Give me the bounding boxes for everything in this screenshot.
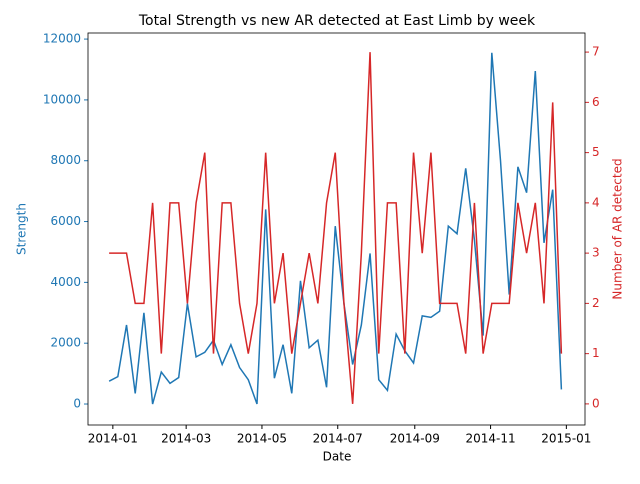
series-line bbox=[108, 52, 563, 405]
y2-tick-label: 2 bbox=[592, 296, 600, 310]
series-line bbox=[109, 52, 563, 404]
y2-tick-label: 1 bbox=[592, 346, 600, 360]
x-tick-label: 2014-01 bbox=[88, 432, 138, 446]
y-tick-label: 6000 bbox=[50, 214, 81, 228]
x-tick-label: 2014-03 bbox=[161, 432, 211, 446]
y2-tick-label: 6 bbox=[592, 95, 600, 109]
y2-tick-label: 0 bbox=[592, 396, 600, 410]
y-axis-label: Strength bbox=[15, 203, 29, 255]
y2-tick-label: 7 bbox=[592, 45, 600, 59]
y2-tick-label: 5 bbox=[592, 145, 600, 159]
y-tick-label: 10000 bbox=[43, 92, 81, 106]
x-axis-label: Date bbox=[323, 450, 352, 464]
y-tick-label: 4000 bbox=[50, 275, 81, 289]
y-tick-label: 0 bbox=[73, 397, 81, 411]
y-tick-label: 12000 bbox=[43, 32, 81, 46]
chart-title: Total Strength vs new AR detected at Eas… bbox=[138, 13, 536, 29]
y2-tick-label: 3 bbox=[592, 246, 600, 260]
x-tick-label: 2014-09 bbox=[390, 432, 440, 446]
y2-axis-label: Number of AR detected bbox=[611, 158, 625, 299]
x-tick-label: 2015-01 bbox=[541, 432, 591, 446]
y2-tick-label: 4 bbox=[592, 195, 600, 209]
plot-frame bbox=[87, 32, 586, 426]
x-tick-label: 2014-07 bbox=[313, 432, 363, 446]
y-tick-label: 2000 bbox=[50, 336, 81, 350]
y-tick-label: 8000 bbox=[50, 153, 81, 167]
x-tick-label: 2014-11 bbox=[465, 432, 515, 446]
x-tick-label: 2014-05 bbox=[237, 432, 287, 446]
